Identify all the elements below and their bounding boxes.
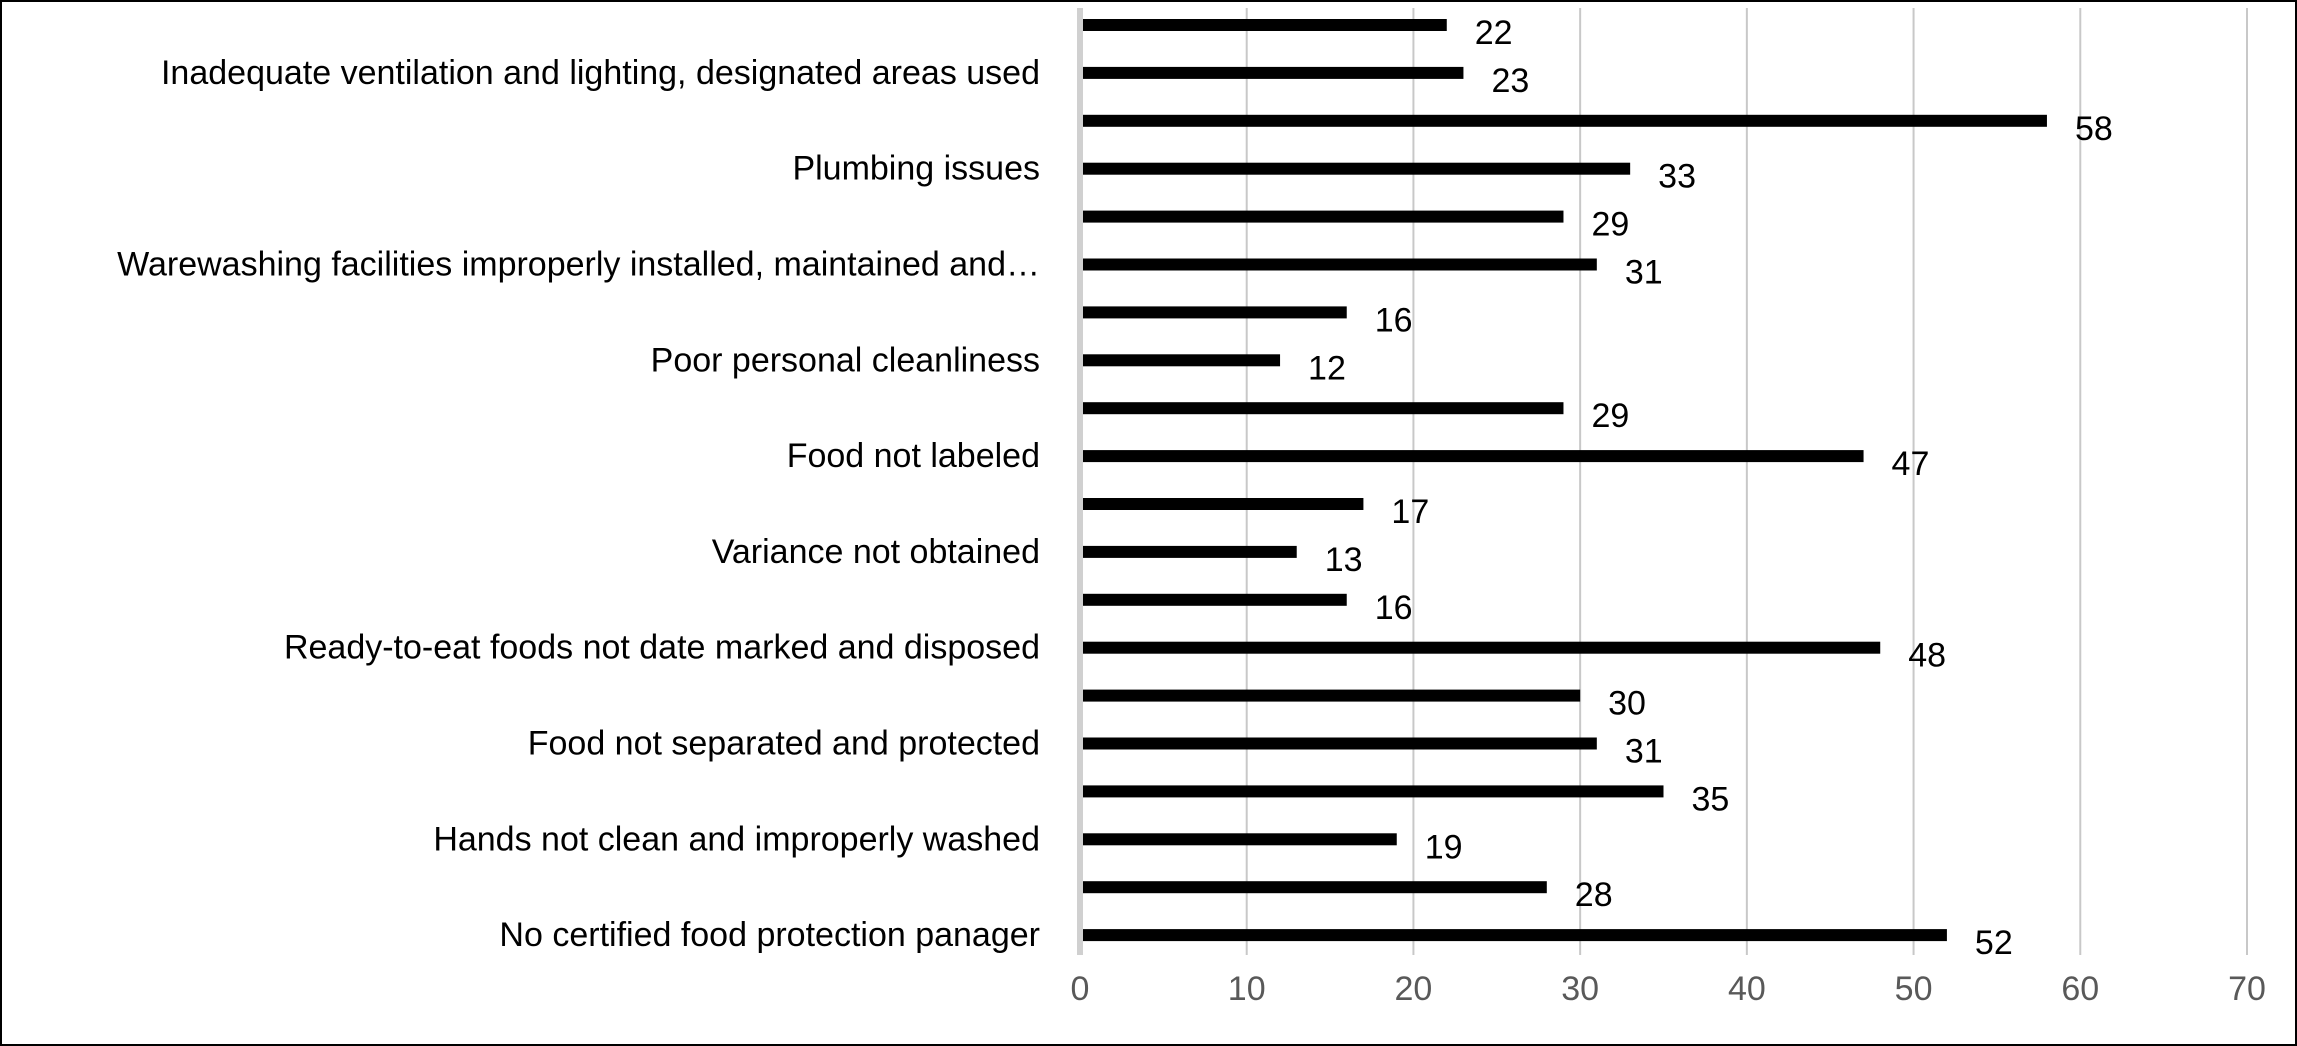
x-tick-label: 40 [1728, 970, 1766, 1008]
data-label: 13 [1325, 541, 1363, 579]
category-label: No certified food protection panager [499, 916, 1040, 954]
category-label: Food not separated and protected [528, 725, 1040, 763]
data-label: 23 [1491, 62, 1529, 100]
x-tick-label: 30 [1561, 970, 1599, 1008]
bar [1080, 210, 1564, 223]
category-label: Inadequate ventilation and lighting, des… [161, 54, 1040, 92]
bar [1080, 498, 1364, 510]
data-label: 22 [1475, 14, 1513, 52]
x-tick-label: 10 [1228, 970, 1266, 1008]
bar [1080, 689, 1581, 702]
category-label: Hands not clean and improperly washed [433, 820, 1040, 858]
x-tick-labels: 0 10 20 30 40 50 60 70 [1071, 970, 2266, 1008]
x-tick-label: 70 [2228, 970, 2266, 1008]
x-tick-label: 50 [1895, 970, 1933, 1008]
category-label: Plumbing issues [792, 150, 1040, 188]
data-label: 31 [1625, 733, 1663, 771]
data-label: 52 [1975, 924, 2013, 962]
bar [1080, 114, 2047, 127]
bar [1080, 545, 1297, 558]
x-tick-label: 0 [1071, 970, 1090, 1008]
bar [1080, 66, 1464, 79]
value-labels: 22 23 58 33 29 31 16 12 29 47 17 13 16 48 30 31 35 19 28 52 [1308, 14, 2113, 962]
data-label: 58 [2075, 110, 2113, 148]
data-label: 30 [1608, 685, 1646, 723]
data-label: 29 [1591, 206, 1629, 244]
bar [1080, 833, 1397, 846]
x-tick-label: 20 [1395, 970, 1433, 1008]
x-tick-label: 60 [2061, 970, 2099, 1008]
category-label: Variance not obtained [712, 533, 1040, 571]
bar [1080, 737, 1597, 750]
category-label: Ready-to-eat foods not date marked and d… [284, 629, 1040, 667]
data-label: 48 [1908, 637, 1946, 675]
bar [1080, 354, 1281, 367]
category-label: Warewashing facilities improperly instal… [117, 246, 1040, 284]
bar [1080, 402, 1564, 415]
data-label: 12 [1308, 349, 1346, 387]
bars [1080, 19, 2047, 942]
bar [1080, 306, 1347, 319]
bar [1080, 641, 1881, 654]
bar [1080, 258, 1597, 271]
bar [1080, 450, 1864, 463]
bar [1080, 785, 1664, 798]
bar [1080, 162, 1631, 175]
data-label: 29 [1591, 397, 1629, 435]
data-label: 28 [1575, 876, 1613, 914]
data-label: 31 [1625, 254, 1663, 292]
category-label: Food not labeled [787, 437, 1040, 475]
data-label: 33 [1658, 158, 1696, 196]
data-label: 19 [1425, 828, 1463, 866]
data-label: 35 [1692, 780, 1730, 818]
bar [1080, 881, 1547, 894]
category-labels: Inadequate ventilation and lighting, des… [117, 54, 1040, 954]
data-label: 47 [1892, 445, 1930, 483]
data-label: 16 [1375, 301, 1413, 339]
data-label: 17 [1391, 493, 1429, 531]
bar [1080, 19, 1447, 31]
bar [1080, 929, 1947, 942]
bar [1080, 593, 1347, 606]
data-label: 16 [1375, 589, 1413, 627]
category-label: Poor personal cleanliness [651, 341, 1040, 379]
gridlines [1245, 8, 2248, 955]
